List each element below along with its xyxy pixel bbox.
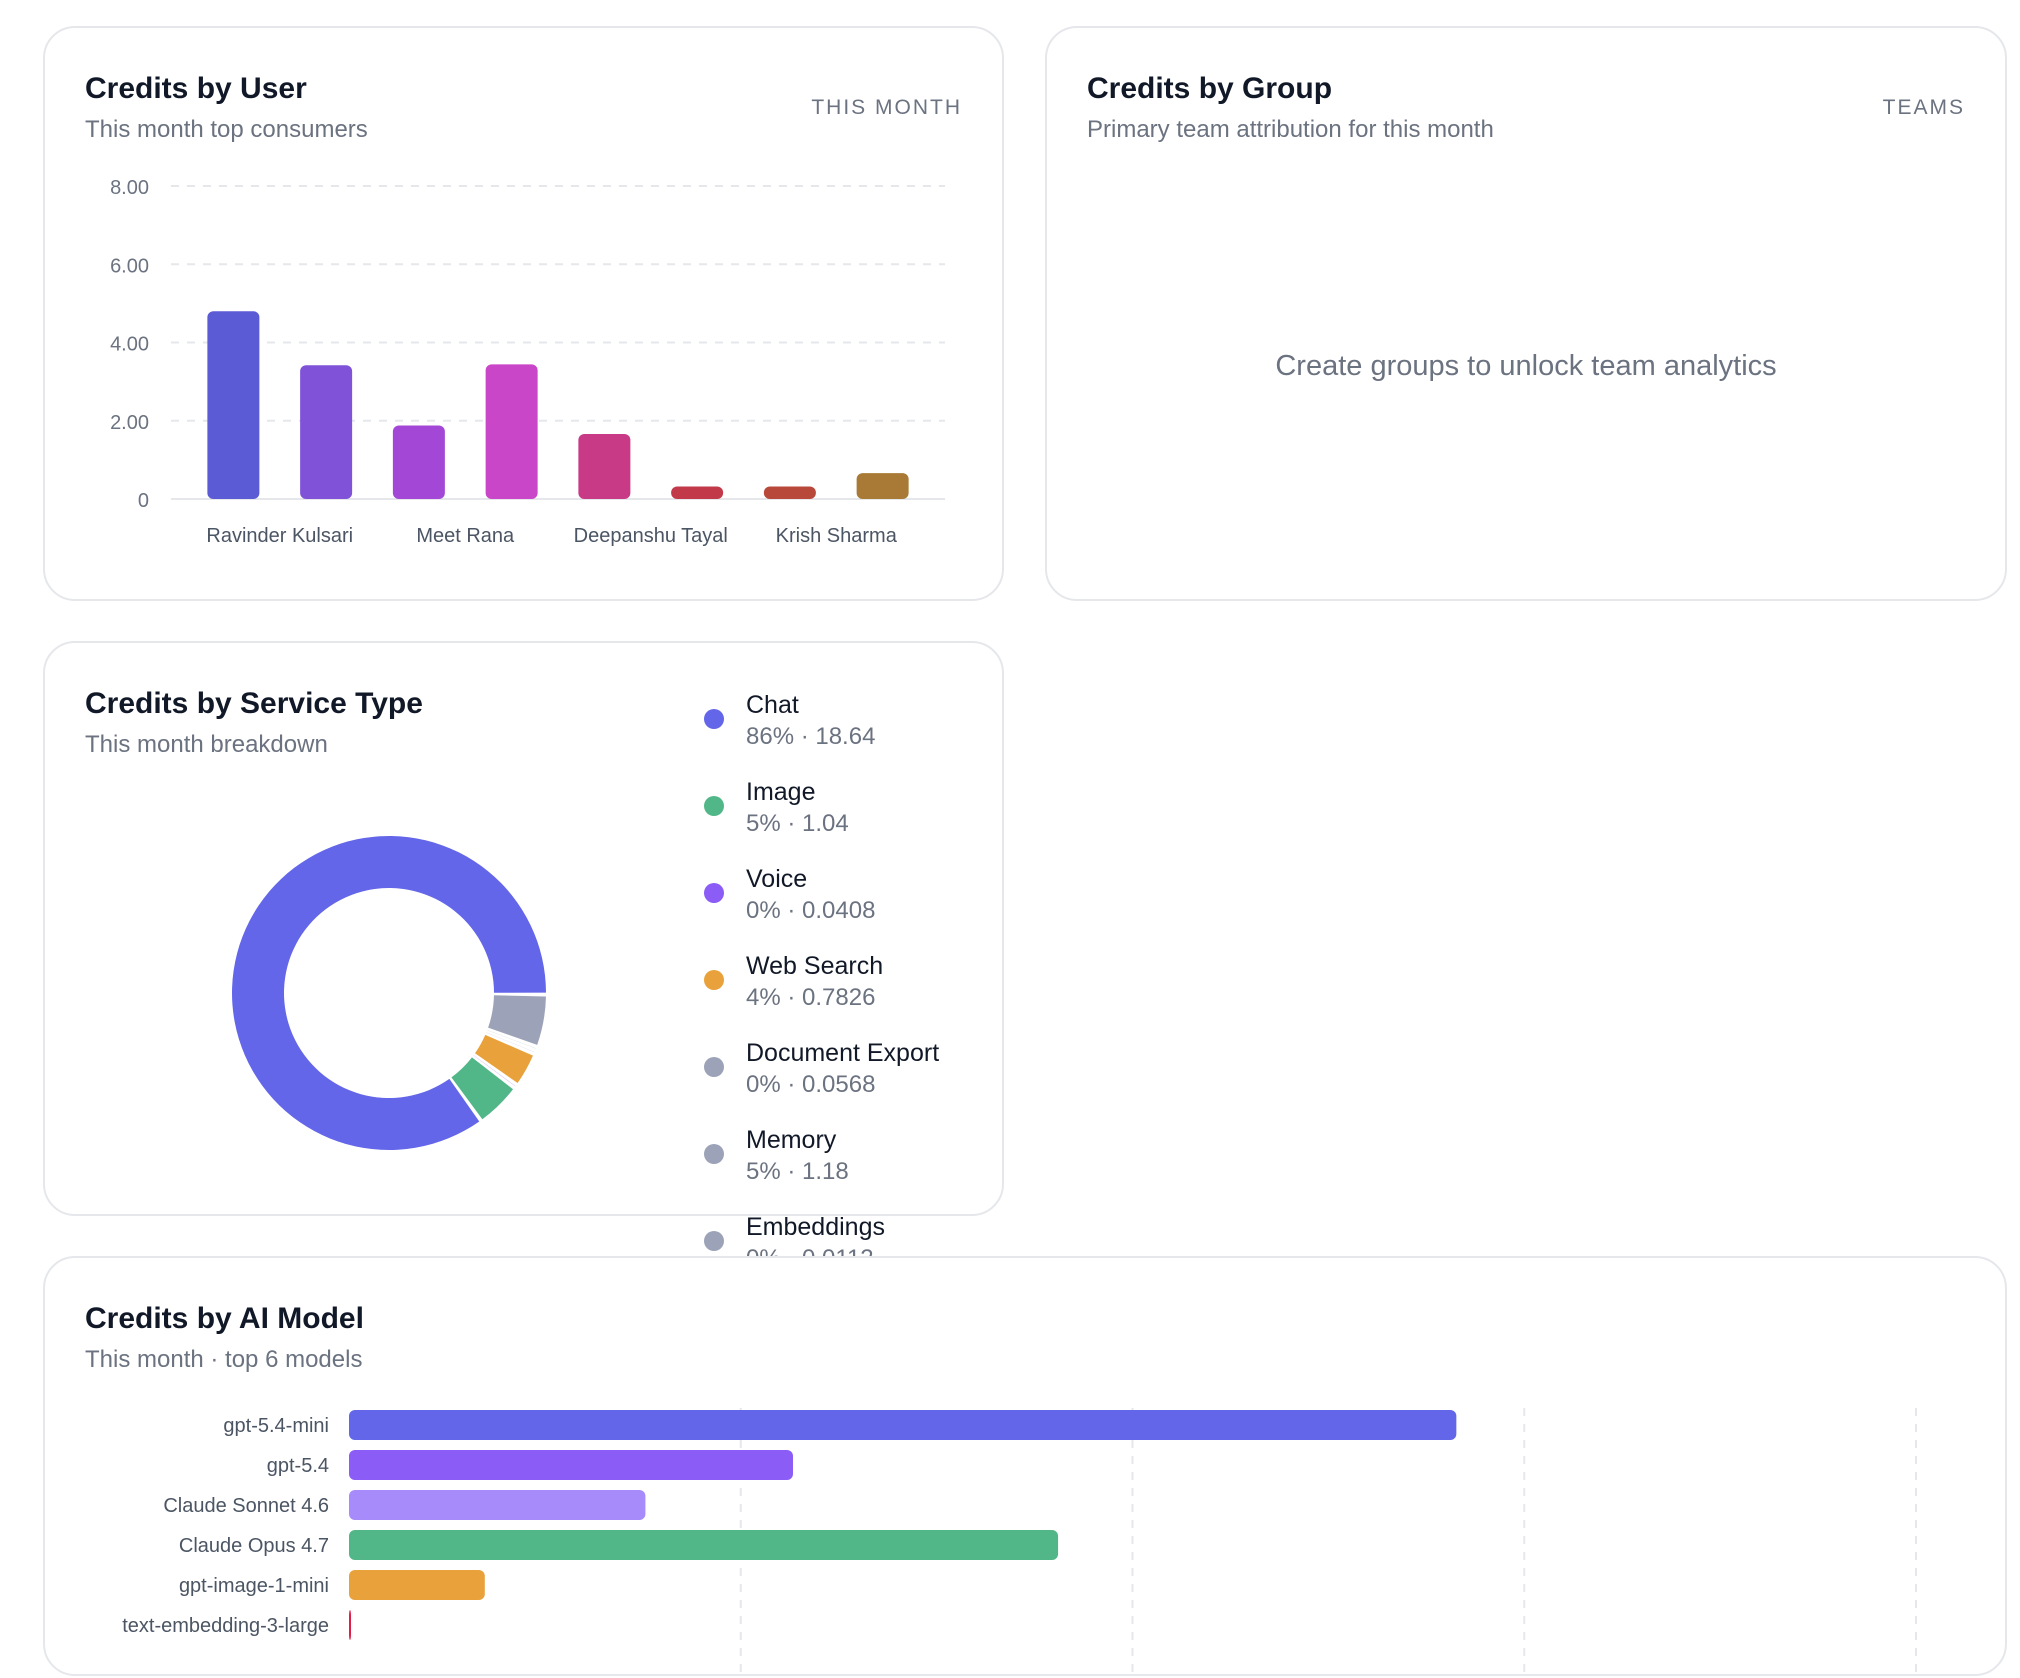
donut-slice[interactable] [451, 1057, 514, 1120]
model-label: gpt-image-1-mini [179, 1575, 329, 1597]
legend-value: 86% · 18.64 [746, 723, 876, 750]
y-tick-label: 2.00 [110, 412, 149, 434]
donut-slice[interactable] [486, 1032, 535, 1053]
user-bar[interactable] [392, 425, 445, 499]
y-tick-label: 0 [138, 490, 149, 512]
donut-slice[interactable] [488, 995, 546, 1045]
teams-tag: TEAMS [1882, 96, 1965, 119]
user-bar[interactable] [856, 473, 909, 499]
x-tick-label: Meet Rana [416, 525, 515, 547]
x-tick-label: Ravinder Kulsari [206, 525, 353, 547]
card-title: Credits by Service Type [85, 687, 423, 720]
donut-slice[interactable] [487, 1030, 536, 1049]
donut-slice[interactable] [473, 1055, 516, 1087]
legend-name: Document Export [746, 1039, 940, 1067]
model-bar[interactable] [349, 1410, 1457, 1440]
model-label: text-embedding-3-large [122, 1615, 329, 1637]
legend-value: 0% · 0.0408 [746, 897, 876, 924]
model-bar[interactable] [349, 1570, 485, 1600]
user-bar[interactable] [671, 486, 724, 499]
period-tag: THIS MONTH [811, 96, 962, 119]
user-bar[interactable] [578, 434, 631, 499]
legend-dot-icon [704, 1144, 724, 1164]
x-tick-label: Deepanshu Tayal [574, 525, 728, 547]
model-label: gpt-5.4-mini [223, 1415, 329, 1437]
y-tick-label: 8.00 [110, 177, 149, 199]
model-label: Claude Sonnet 4.6 [163, 1495, 329, 1517]
donut-slice[interactable] [475, 1034, 533, 1084]
legend-value: 4% · 0.7826 [746, 984, 876, 1011]
y-tick-label: 4.00 [110, 334, 149, 356]
model-bar[interactable] [349, 1610, 351, 1640]
user-bar[interactable] [207, 311, 260, 499]
card-title: Credits by User [85, 72, 307, 105]
legend-dot-icon [704, 970, 724, 990]
credits-by-service-card: Credits by Service Type This month break… [43, 641, 1004, 1272]
legend-name: Web Search [746, 952, 884, 980]
legend-value: 5% · 1.18 [746, 1158, 849, 1185]
credits-by-model-card: Credits by AI Model This month · top 6 m… [43, 1256, 2007, 1678]
legend-dot-icon [704, 796, 724, 816]
model-bar-chart: gpt-5.4-mini gpt-5.4 Claude Sonnet 4.6 Clau… [122, 1408, 1917, 1678]
user-bar[interactable] [763, 486, 816, 499]
model-bar[interactable] [349, 1530, 1059, 1560]
model-label: gpt-5.4 [267, 1455, 329, 1477]
legend-dot-icon [704, 883, 724, 903]
model-label: Claude Opus 4.7 [179, 1535, 329, 1557]
card-title: Credits by AI Model [85, 1302, 364, 1335]
service-legend: Chat 86% · 18.64 Image 5% · 1.04 Voice 0% · 0… [704, 691, 994, 1311]
legend-name: Embeddings [746, 1213, 885, 1241]
legend-name: Chat [746, 691, 799, 719]
legend-dot-icon [704, 709, 724, 729]
model-bar[interactable] [349, 1450, 793, 1480]
legend-value: 5% · 1.04 [746, 810, 849, 837]
legend-name: Voice [746, 865, 808, 893]
service-donut-chart [232, 836, 546, 1150]
empty-state-message: Create groups to unlock team analytics [1275, 350, 1777, 382]
card-subtitle: Primary team attribution for this month [1087, 116, 1494, 143]
legend-dot-icon [704, 1231, 724, 1251]
legend-name: Memory [746, 1126, 837, 1154]
x-tick-label: Krish Sharma [776, 525, 898, 547]
donut-slice[interactable] [232, 836, 546, 1150]
legend-value: 0% · 0.0568 [746, 1071, 876, 1098]
legend-name: Image [746, 778, 816, 806]
card-title: Credits by Group [1087, 72, 1333, 105]
user-bar[interactable] [300, 365, 353, 499]
credits-by-user-card: Credits by User This month top consumers… [43, 26, 1004, 601]
user-bar-chart: 0 2.00 4.00 6.00 8.00 Ravinder Kulsari Meet Ra… [110, 177, 945, 547]
user-bar[interactable] [485, 364, 538, 499]
legend-dot-icon [704, 1057, 724, 1077]
card-subtitle: This month top consumers [85, 116, 368, 143]
card-subtitle: This month breakdown [85, 731, 328, 758]
card-subtitle: This month · top 6 models [85, 1346, 363, 1373]
y-tick-label: 6.00 [110, 255, 149, 277]
model-bar[interactable] [349, 1490, 646, 1520]
credits-by-group-card: Credits by Group Primary team attributio… [1045, 26, 2007, 601]
